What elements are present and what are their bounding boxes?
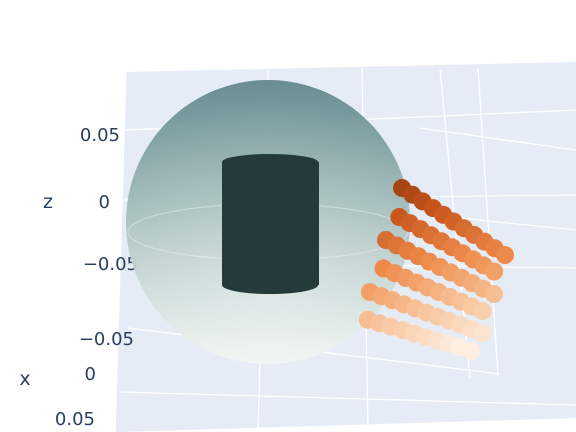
x-axis-tick: 0 [85, 364, 96, 385]
point-marker [496, 246, 514, 264]
x-axis: x −0.05 0 0.05 [19, 329, 134, 430]
grid-line [477, 67, 499, 377]
point-marker [473, 302, 492, 321]
grid-line [114, 71, 127, 432]
x-axis-label: x [19, 368, 30, 390]
orange-point-cloud [358, 179, 514, 360]
grid-line [419, 127, 576, 151]
z-axis-tick: 0 [99, 192, 110, 213]
z-axis: z 0.05 0 −0.05 [43, 125, 138, 275]
point-marker [473, 324, 492, 342]
point-marker [462, 341, 481, 360]
cylinder-body [222, 162, 319, 285]
z-axis-tick: −0.05 [83, 254, 138, 275]
point-marker [484, 285, 503, 303]
z-axis-label: z [43, 191, 53, 213]
cylinder-top [222, 154, 318, 170]
cylinder-bottom [222, 276, 318, 294]
grid-line [119, 391, 576, 406]
x-axis-tick: −0.05 [79, 329, 134, 350]
cylinder-points [222, 154, 319, 294]
point-marker [485, 262, 504, 281]
x-axis-tick: 0.05 [55, 409, 95, 430]
z-axis-tick: 0.05 [80, 125, 120, 146]
